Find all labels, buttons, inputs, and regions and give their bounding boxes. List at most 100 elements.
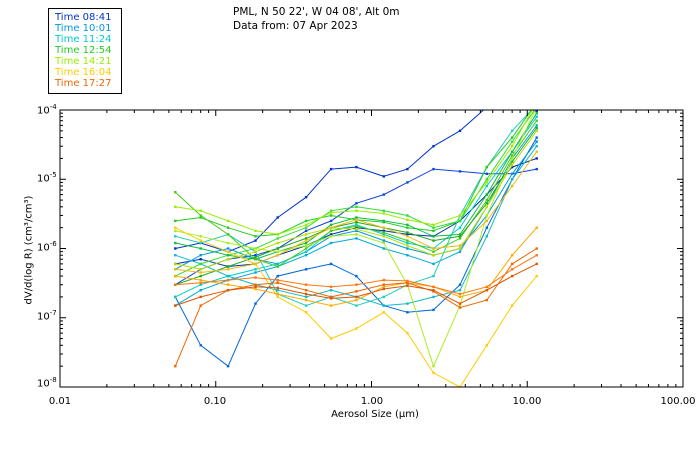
data-point	[304, 226, 308, 229]
data-point	[536, 106, 538, 108]
data-point	[276, 241, 279, 245]
data-point	[382, 212, 385, 215]
data-point	[511, 178, 514, 181]
y-axis-title: dV/d(log R) (cm³/cm³)	[23, 195, 35, 305]
data-point	[382, 287, 385, 291]
y-tick-label: 10-6	[37, 240, 57, 254]
data-point	[382, 219, 385, 223]
data-point	[511, 150, 514, 153]
data-point	[458, 283, 462, 286]
data-point	[432, 262, 435, 266]
data-point	[458, 226, 462, 229]
data-point	[406, 254, 409, 257]
data-point	[226, 233, 230, 236]
data-point	[329, 233, 333, 236]
series-layer	[174, 103, 538, 387]
data-point	[382, 285, 385, 288]
data-point	[226, 241, 230, 245]
data-point	[199, 268, 202, 271]
data-point	[199, 241, 202, 245]
data-point	[406, 331, 409, 335]
data-point	[458, 289, 462, 292]
data-point	[485, 289, 488, 292]
data-point	[355, 228, 358, 231]
data-point	[458, 302, 462, 305]
data-point	[535, 115, 538, 118]
data-point	[485, 172, 488, 175]
data-point	[406, 233, 409, 236]
data-point	[535, 126, 538, 130]
data-point	[199, 216, 202, 219]
data-point	[254, 229, 257, 232]
data-point	[406, 231, 409, 234]
data-point	[511, 154, 514, 157]
data-point	[276, 289, 279, 292]
data-point	[485, 235, 488, 238]
series-1421c	[174, 129, 538, 271]
data-point	[485, 178, 488, 181]
data-point	[226, 219, 230, 223]
legend-item-1604: Time 16:04	[55, 67, 112, 78]
data-point	[535, 136, 538, 139]
data-point	[382, 295, 385, 299]
data-point	[355, 283, 358, 286]
data-point	[304, 239, 308, 242]
data-point	[382, 229, 385, 232]
data-point	[304, 250, 308, 253]
data-point	[511, 172, 514, 175]
data-point	[458, 385, 462, 387]
data-point	[199, 209, 202, 212]
data-point	[458, 235, 462, 238]
data-point	[432, 235, 435, 238]
data-point	[254, 250, 257, 253]
data-point	[329, 226, 333, 229]
data-point	[355, 216, 358, 219]
data-point	[276, 265, 279, 268]
data-point	[276, 247, 279, 250]
data-point	[535, 119, 538, 122]
data-point	[254, 283, 257, 286]
data-point	[511, 140, 514, 143]
data-point	[355, 237, 358, 240]
data-point	[174, 295, 177, 299]
data-point	[511, 184, 514, 188]
data-point	[329, 304, 333, 307]
data-point	[329, 285, 333, 288]
data-point	[535, 145, 538, 148]
data-point	[406, 218, 409, 221]
data-point	[199, 235, 202, 238]
data-point	[226, 250, 230, 253]
legend-item-0841: Time 08:41	[55, 12, 112, 23]
data-point	[304, 289, 308, 292]
data-point	[535, 167, 538, 171]
data-point	[485, 198, 488, 202]
x-axis-title: Aerosol Size (μm)	[331, 409, 419, 420]
data-point	[536, 103, 538, 105]
data-point	[355, 225, 358, 228]
data-point	[432, 247, 435, 250]
data-point	[485, 181, 488, 184]
data-point	[226, 268, 230, 271]
data-point	[199, 262, 202, 266]
date-header: Data from: 07 Apr 2023	[233, 20, 358, 32]
data-point	[329, 223, 333, 226]
data-point	[432, 226, 435, 229]
data-point	[355, 229, 358, 232]
data-point	[254, 276, 257, 279]
data-point	[276, 233, 279, 236]
data-point	[535, 262, 538, 266]
data-point	[355, 223, 358, 226]
series-line	[175, 110, 532, 237]
data-point	[355, 274, 358, 278]
data-point	[174, 247, 177, 250]
data-point	[485, 219, 488, 223]
data-point	[276, 281, 279, 284]
data-point	[382, 311, 385, 314]
data-point	[199, 274, 202, 278]
data-point	[304, 295, 308, 299]
series-1727b	[174, 262, 538, 307]
data-point	[226, 254, 230, 257]
data-point	[432, 371, 435, 375]
legend-item-1124: Time 11:24	[55, 34, 112, 45]
data-point	[511, 136, 514, 139]
